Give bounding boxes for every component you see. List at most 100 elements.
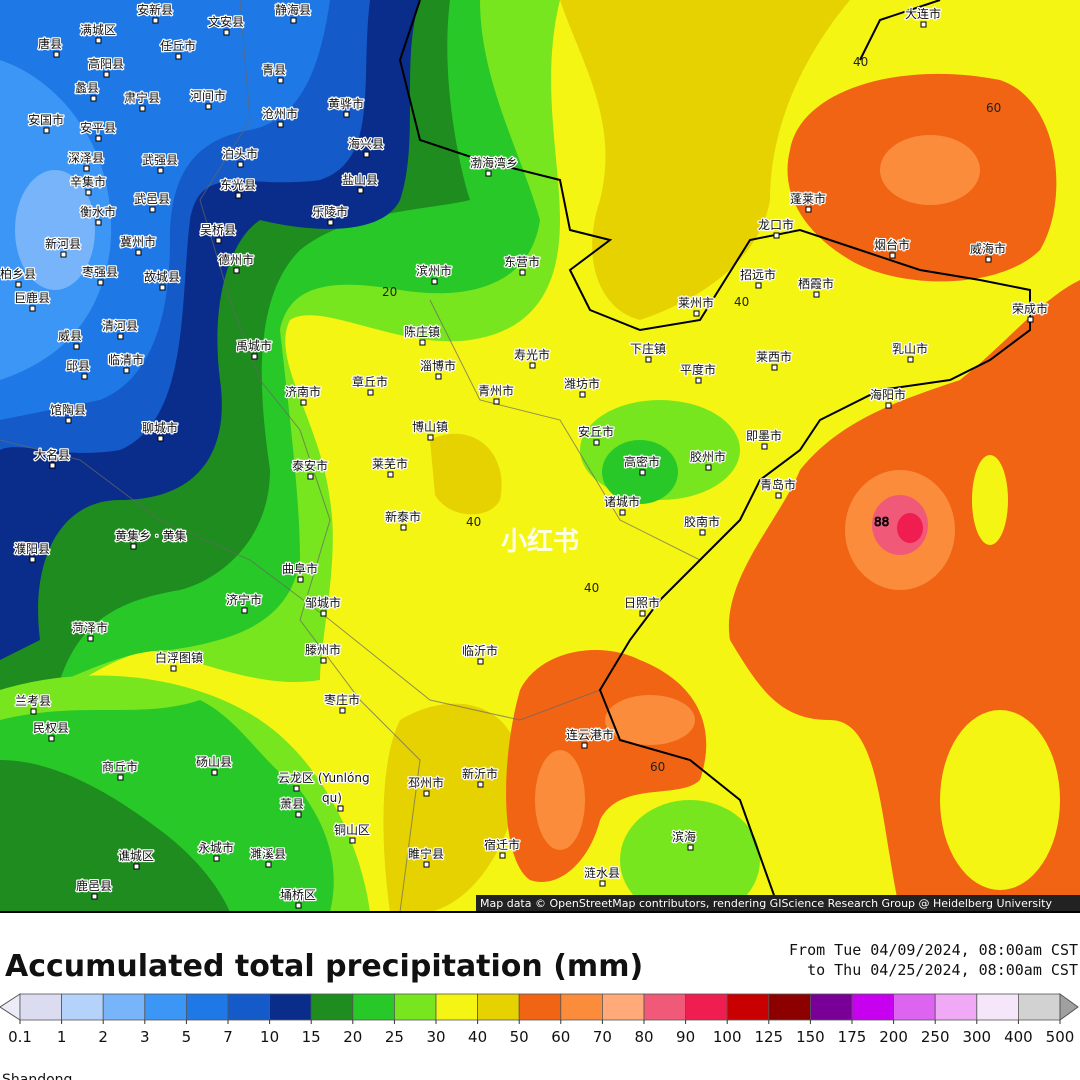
city-label: 武邑县	[134, 192, 170, 206]
city-marker	[159, 284, 166, 291]
city-marker	[265, 861, 272, 868]
colorbar-tick-label: 200	[879, 1028, 908, 1046]
light-orange-zone	[880, 135, 980, 205]
colorbar-box	[227, 993, 270, 1021]
city-marker	[619, 509, 626, 516]
city-marker	[117, 774, 124, 781]
light-orange-zone	[535, 750, 585, 850]
city-marker	[65, 417, 72, 424]
colorbar-box	[393, 993, 437, 1021]
city-marker	[87, 635, 94, 642]
city-label: 高密市	[624, 454, 660, 469]
city-label: 淄博市	[420, 358, 456, 373]
city-label: 邱县	[66, 359, 90, 373]
colorbar-box	[893, 993, 936, 1021]
city-label: 枣庄市	[324, 692, 360, 707]
colorbar-box	[810, 993, 853, 1021]
city-label: 曲阜市	[282, 561, 318, 576]
contour-label: 40	[853, 55, 868, 69]
light-green-zone	[620, 800, 760, 912]
city-label: 沧州市	[262, 106, 298, 121]
city-label: 济宁市	[226, 592, 262, 607]
city-marker	[327, 219, 334, 226]
contour-label: 40	[466, 515, 481, 529]
city-marker	[771, 364, 778, 371]
city-label: 清河县	[102, 319, 138, 333]
city-marker	[15, 281, 22, 288]
city-marker	[235, 192, 242, 199]
city-label: 枣强县	[82, 265, 118, 279]
city-marker	[423, 790, 430, 797]
city-marker	[297, 576, 304, 583]
ochre-zone	[383, 703, 520, 912]
city-marker	[307, 473, 314, 480]
city-label: 安国市	[28, 112, 64, 127]
city-label: 邳州市	[408, 775, 444, 790]
city-label: 柏乡县	[0, 266, 36, 281]
contour-label: 60	[650, 760, 665, 774]
city-label: 莱芜市	[372, 456, 408, 471]
city-label: 黄骅市	[328, 96, 364, 111]
colorbar-box	[851, 993, 894, 1021]
city-marker	[705, 464, 712, 471]
city-marker	[95, 135, 102, 142]
colorbar-box	[310, 993, 354, 1021]
colorbar-tick-label: 10	[260, 1028, 279, 1046]
city-label: 泰安市	[292, 458, 328, 473]
city-label: 邹城市	[305, 595, 341, 610]
city-marker	[205, 103, 212, 110]
yellow-zone	[940, 710, 1060, 890]
city-marker	[485, 170, 492, 177]
city-label: 静海县	[275, 2, 311, 17]
city-label: 兰考县	[15, 694, 51, 708]
city-marker	[477, 658, 484, 665]
city-marker	[593, 439, 600, 446]
city-label: 鹿邑县	[76, 878, 112, 893]
city-label: 肃宁县	[124, 90, 160, 105]
city-label: 荣成市	[1012, 301, 1048, 316]
city-marker	[295, 902, 302, 909]
colorbar-arrow	[0, 993, 21, 1021]
light-orange-zone	[605, 695, 695, 745]
city-label: 乳山市	[892, 341, 928, 356]
city-label: 招远市	[740, 267, 776, 282]
city-label: 永城市	[198, 840, 234, 855]
light-blue-zone	[15, 170, 95, 290]
city-marker	[30, 708, 37, 715]
colorbar-tick-label: 400	[1004, 1028, 1033, 1046]
city-marker	[29, 305, 36, 312]
colorbar-tick-label: 300	[962, 1028, 991, 1046]
city-label: 渤海湾乡	[470, 155, 518, 170]
colorbar-box	[643, 993, 686, 1021]
city-marker	[805, 206, 812, 213]
city-marker	[233, 267, 240, 274]
city-marker	[170, 665, 177, 672]
city-marker	[43, 127, 50, 134]
city-label: 安丘市	[578, 424, 614, 439]
colorbar-box	[269, 993, 312, 1021]
colorbar-tick-label: 5	[182, 1028, 192, 1046]
city-label: 辛集市	[70, 174, 106, 189]
contour-label: 40	[734, 295, 749, 309]
colorbar-box	[726, 993, 770, 1021]
city-label: 青岛市	[760, 477, 796, 492]
colorbar-tick-label: 2	[98, 1028, 108, 1046]
colorbar-tick-label: 30	[426, 1028, 445, 1046]
dark-green-zone	[0, 760, 230, 912]
city-marker	[85, 189, 92, 196]
city-label: 胶州市	[690, 449, 726, 464]
province-border	[199, 0, 421, 912]
city-marker	[73, 343, 80, 350]
city-marker	[493, 398, 500, 405]
city-marker	[645, 356, 652, 363]
city-marker	[223, 29, 230, 36]
city-label: 新河县	[45, 236, 81, 251]
colorbar-tick-label: 100	[713, 1028, 742, 1046]
city-label: 临清市	[108, 352, 144, 367]
contour-label: 20	[382, 285, 397, 299]
period-from: From Tue 04/09/2024, 08:00am CST	[789, 941, 1078, 959]
city-label: 萧县	[280, 797, 304, 811]
city-label: 满城区	[80, 23, 116, 37]
city-label: 睢宁县	[408, 846, 444, 861]
